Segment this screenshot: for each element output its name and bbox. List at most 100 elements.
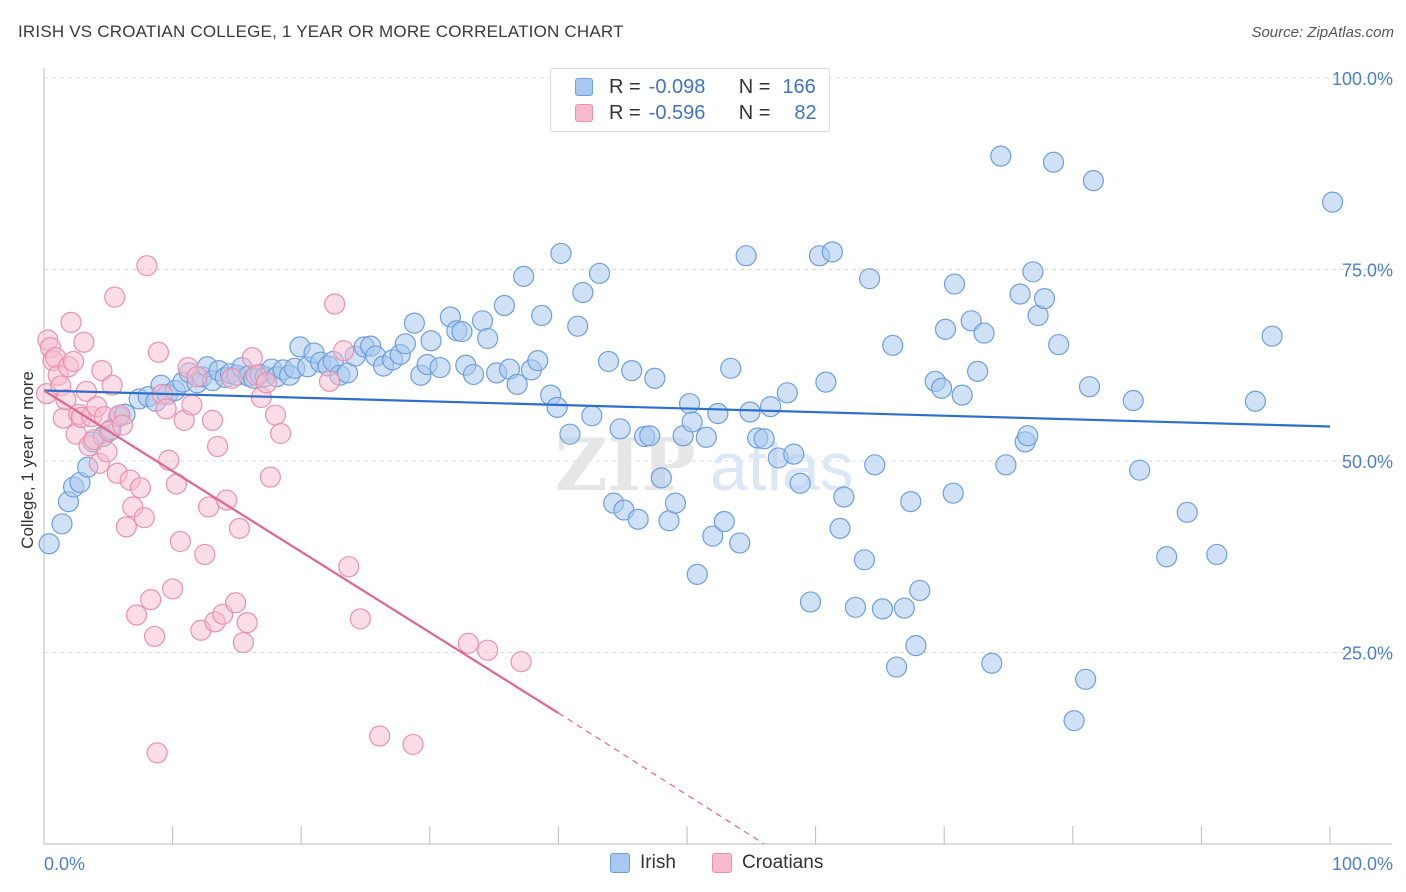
irish-point bbox=[776, 382, 798, 404]
irish-point bbox=[572, 281, 594, 304]
irish-point bbox=[815, 371, 837, 393]
croatian-point bbox=[162, 578, 184, 600]
irish-point bbox=[531, 304, 553, 327]
irish-point bbox=[943, 273, 966, 295]
legend-r-value: -0.098 bbox=[648, 75, 706, 98]
irish-point bbox=[1042, 151, 1065, 173]
legend-label-croatians: Croatians bbox=[742, 852, 824, 873]
legend-row-irish: R = -0.098 N = 166 bbox=[551, 74, 816, 100]
croatian-point bbox=[55, 389, 77, 411]
irish-point bbox=[995, 454, 1017, 476]
irish-point bbox=[513, 265, 535, 287]
axes bbox=[43, 68, 1392, 845]
irish-point bbox=[934, 318, 957, 340]
irish-point bbox=[789, 472, 811, 494]
irish-point bbox=[559, 423, 581, 445]
irish-point bbox=[527, 350, 549, 372]
croatian-trend-extension bbox=[558, 712, 765, 845]
irish-point bbox=[429, 356, 451, 379]
tick-labels: 100.0% 75.0% 50.0% 25.0% 0.0% 100.0% bbox=[44, 69, 1393, 874]
y-axis-label-wrap: College, 1 year or more bbox=[16, 330, 40, 590]
irish-point bbox=[664, 492, 687, 514]
irish-point bbox=[639, 425, 661, 447]
croatian-point bbox=[255, 372, 278, 394]
croatian-points bbox=[35, 255, 532, 764]
irish-point bbox=[451, 320, 473, 343]
croatian-point bbox=[143, 625, 166, 648]
croatian-point bbox=[259, 466, 281, 488]
irish-point bbox=[609, 418, 631, 440]
croatian-point bbox=[186, 366, 208, 388]
irish-point bbox=[1022, 261, 1044, 283]
irish-point bbox=[821, 241, 843, 263]
irish-point bbox=[759, 396, 782, 418]
irish-point bbox=[942, 482, 964, 504]
irish-points bbox=[38, 145, 1344, 732]
legend-label-irish: Irish bbox=[640, 852, 676, 873]
irish-point bbox=[713, 510, 735, 533]
croatian-point bbox=[225, 592, 247, 614]
irish-point bbox=[420, 330, 442, 352]
irish-point bbox=[981, 652, 1003, 674]
croatian-point bbox=[264, 404, 287, 426]
irish-point bbox=[462, 363, 485, 386]
y-tick-label: 25.0% bbox=[1342, 644, 1393, 664]
y-tick-label: 100.0% bbox=[1332, 69, 1393, 89]
croatian-point bbox=[241, 346, 263, 369]
irish-point bbox=[739, 401, 761, 423]
irish-point bbox=[644, 367, 666, 389]
croatian-point bbox=[91, 360, 113, 382]
y-tick-label: 50.0% bbox=[1342, 452, 1393, 472]
x-tick-label-max: 100.0% bbox=[1332, 854, 1393, 874]
legend-r-value: -0.596 bbox=[648, 101, 706, 124]
legend-item-croatians[interactable]: Croatians bbox=[712, 852, 823, 874]
irish-point bbox=[859, 268, 881, 290]
y-tick-label: 75.0% bbox=[1342, 261, 1393, 281]
y-axis-label: College, 1 year or more bbox=[18, 371, 37, 549]
irish-point bbox=[973, 322, 995, 344]
trend-lines bbox=[43, 389, 1331, 845]
legend-n-label: N = bbox=[738, 101, 771, 124]
croatian-point bbox=[146, 742, 168, 764]
irish-point bbox=[394, 333, 416, 355]
irish-point bbox=[931, 377, 953, 399]
irish-point bbox=[833, 486, 855, 508]
irish-point bbox=[588, 262, 611, 284]
irish-point bbox=[678, 392, 701, 415]
legend-item-irish[interactable]: Irish bbox=[610, 852, 676, 874]
irish-point bbox=[990, 145, 1012, 167]
irish-point bbox=[1048, 333, 1070, 356]
legend-r-label: R = bbox=[609, 75, 641, 98]
irish-point bbox=[1033, 288, 1056, 310]
croatian-point bbox=[136, 255, 158, 277]
croatian-point bbox=[158, 449, 180, 471]
irish-point bbox=[844, 596, 867, 618]
irish-point bbox=[1122, 389, 1144, 412]
irish-point bbox=[960, 310, 982, 332]
croatian-point bbox=[104, 286, 126, 308]
croatian-point bbox=[216, 489, 238, 511]
irish-point bbox=[905, 635, 927, 657]
croatian-point bbox=[140, 589, 162, 611]
irish-point bbox=[783, 443, 805, 465]
irish-point bbox=[1176, 501, 1198, 523]
croatian-point bbox=[477, 639, 499, 661]
irish-point bbox=[1082, 170, 1104, 192]
croatian-point bbox=[133, 507, 155, 529]
irish-point bbox=[799, 591, 822, 613]
irish-point bbox=[951, 384, 973, 406]
croatian-point bbox=[201, 409, 224, 432]
croatian-point bbox=[318, 370, 341, 392]
croatian-point bbox=[333, 340, 355, 362]
croatian-point bbox=[125, 604, 148, 626]
irish-point bbox=[829, 517, 851, 540]
irish-point bbox=[871, 598, 894, 620]
croatian-point bbox=[101, 374, 123, 396]
irish-point bbox=[1009, 283, 1031, 305]
irish-point bbox=[627, 508, 649, 530]
irish-point bbox=[597, 350, 620, 373]
irish-point bbox=[1206, 543, 1228, 566]
irish-point bbox=[1156, 546, 1178, 568]
croatian-point bbox=[198, 496, 220, 518]
